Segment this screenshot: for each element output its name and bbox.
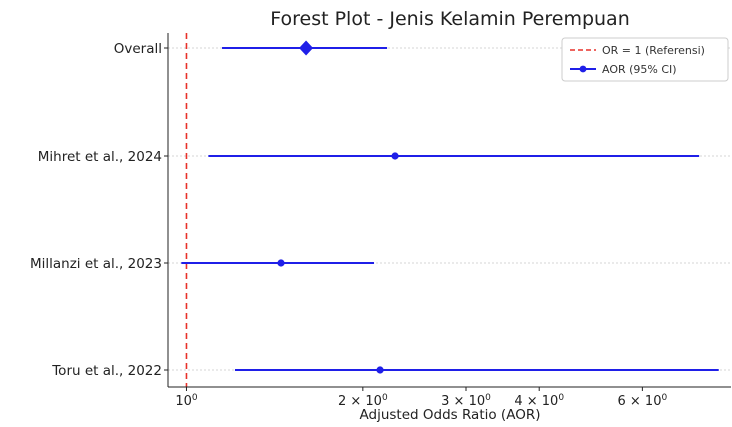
category-label-0: Overall [114, 41, 162, 57]
legend-aor-label: AOR (95% CI) [602, 63, 677, 76]
x-tick-base-0: 10 [175, 394, 192, 409]
x-tick-exponent-3: 0 [558, 393, 564, 403]
axes: Overall Mihret et al., 2024 Millanzi et al… [30, 33, 731, 409]
point-estimate-3 [376, 366, 384, 374]
x-tick-exponent-0: 0 [192, 393, 198, 403]
point-estimate-diamond-0 [299, 40, 314, 56]
x-tick-label-1: 2 × 100 [338, 393, 388, 409]
x-tick-exponent-4: 0 [661, 393, 667, 403]
legend-aor-swatch-point [579, 65, 587, 73]
legend: OR = 1 (Referensi) AOR (95% CI) [561, 37, 729, 82]
x-tick-base-2: 3 × 10 [441, 394, 485, 409]
legend-box [561, 37, 729, 82]
point-estimate-2 [277, 259, 285, 267]
x-tick-label-0: 100 [175, 393, 198, 409]
x-tick-label-3: 4 × 100 [514, 393, 564, 409]
data-marks [181, 40, 719, 374]
x-tick-base-3: 4 × 10 [514, 394, 558, 409]
x-axis-label: Adjusted Odds Ratio (AOR) [360, 407, 541, 423]
x-tick-label-2: 3 × 100 [441, 393, 491, 409]
legend-ref-label: OR = 1 (Referensi) [602, 44, 705, 57]
category-label-1: Mihret et al., 2024 [38, 149, 162, 165]
grid-lines [168, 47, 731, 371]
x-tick-base-1: 2 × 10 [338, 394, 382, 409]
x-tick-base-4: 6 × 10 [618, 394, 662, 409]
x-tick-exponent-2: 0 [485, 393, 491, 403]
category-label-3: Toru et al., 2022 [51, 363, 162, 379]
chart-title: Forest Plot - Jenis Kelamin Perempuan [270, 8, 630, 30]
x-tick-exponent-1: 0 [382, 393, 388, 403]
x-tick-label-4: 6 × 100 [618, 393, 668, 409]
point-estimate-1 [391, 152, 399, 160]
category-label-2: Millanzi et al., 2023 [30, 256, 162, 272]
